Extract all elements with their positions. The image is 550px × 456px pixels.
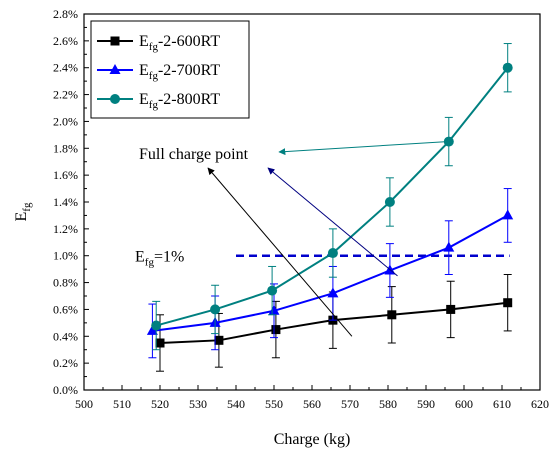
x-tick-label: 500	[75, 397, 93, 411]
series-group	[146, 43, 514, 372]
x-tick-label: 590	[417, 397, 435, 411]
legend-item: Efg-2-700RT	[97, 62, 220, 82]
data-point	[443, 136, 454, 147]
x-tick-label: 510	[113, 397, 131, 411]
x-tick-label: 610	[493, 397, 511, 411]
x-tick-label: 530	[189, 397, 207, 411]
y-tick-label: 0.8%	[53, 276, 78, 290]
reference-line-label: Efg=1%	[135, 249, 184, 269]
y-axis-label-sub: fg	[21, 202, 33, 212]
annotation-arrow	[278, 141, 447, 156]
data-point	[502, 62, 513, 73]
legend-label-sub: fg	[149, 70, 159, 82]
legend-item: Efg-2-600RT	[97, 33, 220, 53]
x-tick-label: 580	[379, 397, 397, 411]
data-point	[155, 338, 165, 348]
legend-swatch-marker	[110, 36, 120, 46]
x-tick-label: 540	[227, 397, 245, 411]
x-axis: 500 510 520 530 540 550 560 570 580 590 600 610 620	[75, 385, 549, 411]
data-point	[151, 320, 162, 331]
y-tick-label: 0.2%	[53, 356, 78, 370]
legend-label-rest: -2-700RT	[158, 62, 220, 79]
y-axis-label-main: E	[13, 212, 30, 222]
legend-label-sub: fg	[149, 41, 159, 53]
x-tick-label: 570	[341, 397, 359, 411]
legend-label: Efg-2-600RT	[139, 33, 220, 53]
data-point	[503, 298, 513, 308]
series-2	[146, 188, 514, 359]
legend-label-main: E	[139, 62, 149, 79]
data-point	[210, 304, 221, 315]
y-tick-label: 0.0%	[53, 383, 78, 397]
data-point	[327, 248, 338, 259]
y-tick-label: 1.4%	[53, 195, 78, 209]
x-tick-label: 620	[531, 397, 549, 411]
legend-swatch-marker	[110, 94, 120, 104]
legend-label-main: E	[139, 91, 149, 108]
legend-label-rest: -2-800RT	[158, 91, 220, 108]
y-axis-label: Efg	[13, 202, 33, 221]
reference-line-label-main: E	[135, 249, 145, 266]
legend-swatch-marker	[109, 64, 121, 74]
x-tick-label: 520	[151, 397, 169, 411]
y-tick-label: 2.8%	[53, 7, 78, 21]
annotation-arrow	[267, 167, 398, 277]
legend-label: Efg-2-700RT	[139, 62, 220, 82]
data-point	[146, 324, 158, 335]
y-tick-label: 1.6%	[53, 168, 78, 182]
legend-label: Efg-2-800RT	[139, 91, 220, 111]
legend-label-sub: fg	[149, 99, 159, 111]
y-tick-label: 0.4%	[53, 329, 78, 343]
data-point	[502, 209, 514, 220]
data-point	[387, 310, 397, 320]
reference-line-label-sub: fg	[145, 257, 155, 269]
x-tick-label: 600	[455, 397, 473, 411]
y-tick-label: 1.2%	[53, 222, 78, 236]
y-tick-label: 2.6%	[53, 34, 78, 48]
y-tick-label: 0.6%	[53, 302, 78, 316]
x-tick-label: 560	[303, 397, 321, 411]
y-tick-label: 2.4%	[53, 61, 78, 75]
data-point	[267, 285, 278, 296]
y-tick-label: 1.0%	[53, 249, 78, 263]
data-point	[271, 325, 281, 335]
legend-item: Efg-2-800RT	[97, 91, 220, 111]
annotation-group: Full charge point	[139, 141, 447, 337]
x-tick-label: 550	[265, 397, 283, 411]
legend-label-main: E	[139, 33, 149, 50]
data-point	[384, 197, 395, 207]
series-3	[151, 43, 513, 351]
legend-label-rest: -2-600RT	[158, 33, 220, 50]
y-tick-label: 1.8%	[53, 141, 78, 155]
data-point	[443, 241, 455, 252]
data-point	[327, 287, 339, 298]
y-tick-label: 2.0%	[53, 114, 78, 128]
annotation-arrow	[207, 167, 353, 337]
data-point	[214, 335, 224, 345]
x-axis-label: Charge (kg)	[274, 431, 351, 448]
y-tick-label: 2.2%	[53, 88, 78, 102]
annotation-text: Full charge point	[139, 146, 249, 163]
data-point	[268, 304, 280, 315]
y-axis: 0.0% 0.2% 0.4% 0.6% 0.8% 1.0% 1.2% 1.4% 1.6% 1.8%…	[53, 7, 89, 397]
reference-line-label-rest: =1%	[154, 249, 184, 266]
data-point	[446, 304, 456, 314]
